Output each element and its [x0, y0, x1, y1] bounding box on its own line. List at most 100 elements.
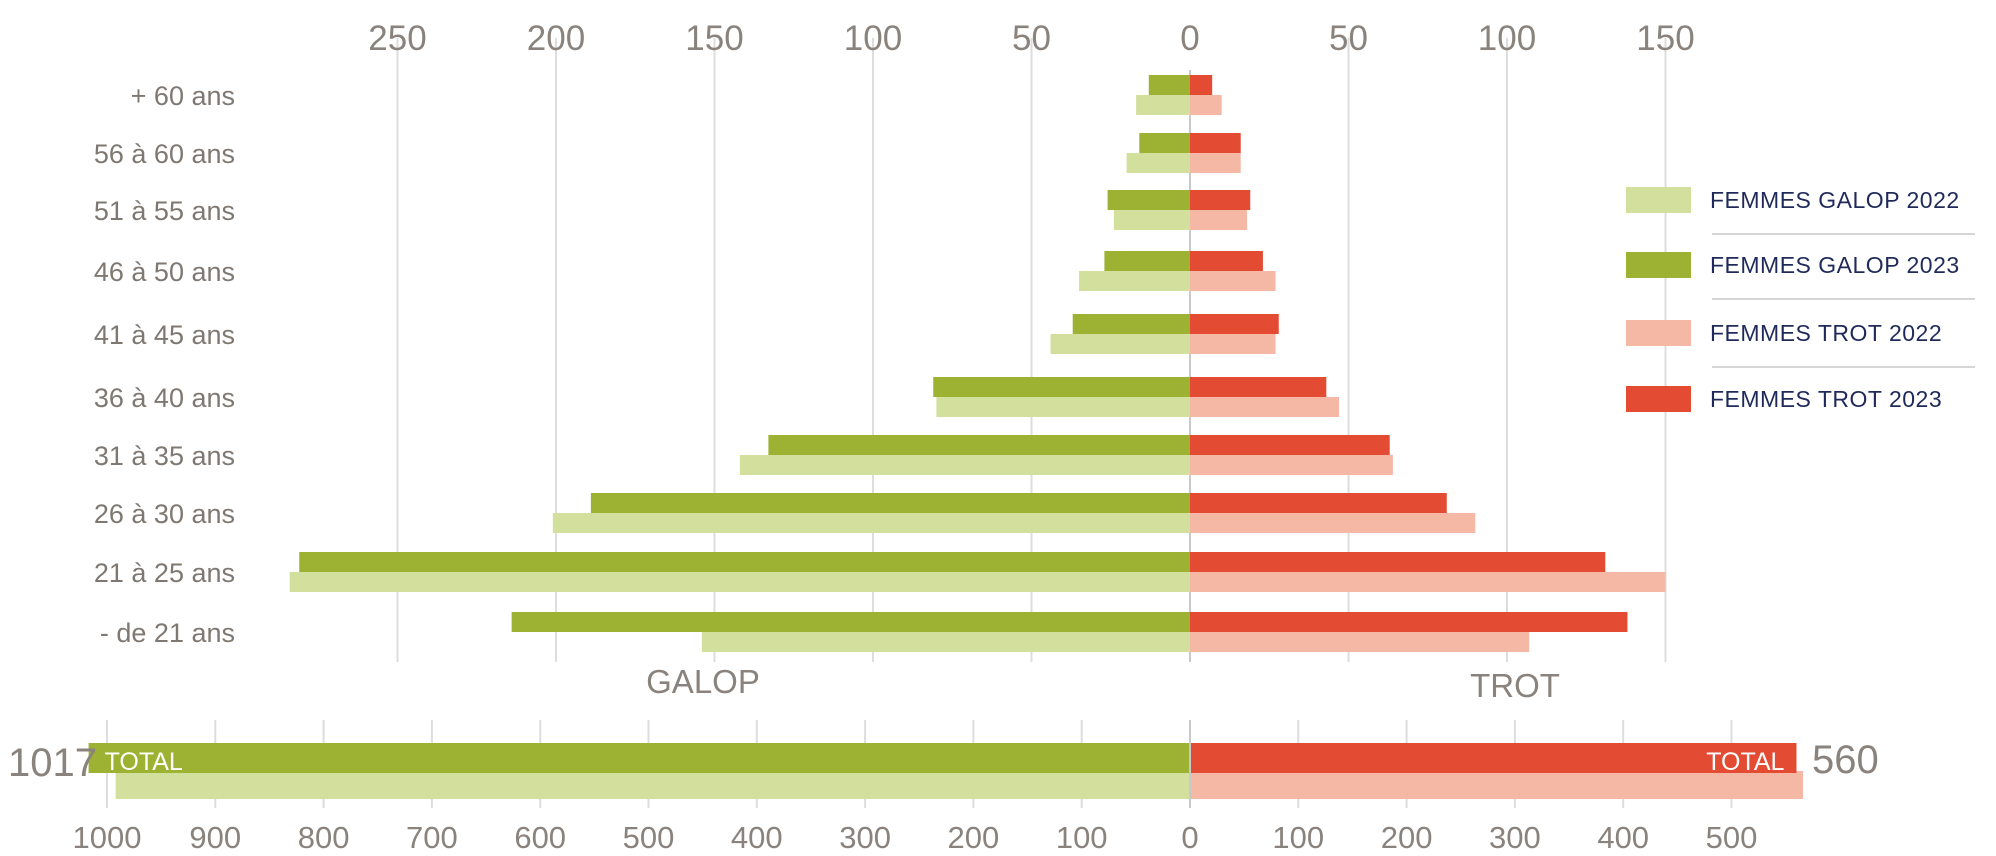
totals-axis-tick-label: 400 — [731, 820, 783, 855]
legend-swatch-femmes-galop-2023 — [1626, 252, 1691, 278]
bar-galop-2022-60-ans — [1136, 95, 1190, 115]
legend-swatch-femmes-trot-2022 — [1626, 320, 1691, 346]
top-axis-tick-label: 50 — [1012, 19, 1051, 58]
totals-axis-tick-label: 600 — [514, 820, 566, 855]
totals-axis-tick-label: 300 — [1489, 820, 1541, 855]
bar-galop-2022-de-21-ans — [701, 632, 1190, 652]
category-label-de-21-ans: - de 21 ans — [100, 618, 235, 648]
gridlines — [396, 38, 1667, 662]
top-axis-tick-label: 100 — [1478, 19, 1536, 58]
legend-label-femmes-trot-2022: FEMMES TROT 2022 — [1710, 320, 1942, 346]
category-label-31-35-ans: 31 à 35 ans — [94, 441, 235, 471]
bar-galop-2023-31-35-ans — [768, 435, 1190, 455]
category-label-46-50-ans: 46 à 50 ans — [94, 257, 235, 287]
bar-trot-2023-36-40-ans — [1190, 377, 1327, 397]
totals-bar-trot-2022 — [1190, 771, 1803, 799]
bar-trot-2022-21-25-ans — [1190, 572, 1666, 592]
top-axis-tick-label: 0 — [1180, 19, 1199, 58]
bar-galop-2023-26-30-ans — [590, 493, 1190, 513]
totals-axis-tick-label: 100 — [1272, 820, 1324, 855]
bar-trot-2022-41-45-ans — [1190, 334, 1276, 354]
bars — [289, 75, 1666, 652]
bar-trot-2023-de-21-ans — [1190, 612, 1628, 632]
bar-trot-2023-60-ans — [1190, 75, 1213, 95]
totals-axis-tick-label: 200 — [1381, 820, 1433, 855]
totals-axis-tick-label: 500 — [623, 820, 675, 855]
total-value-trot: 560 — [1812, 738, 1879, 782]
top-axis-tick-label: 150 — [685, 19, 743, 58]
bar-trot-2022-60-ans — [1190, 95, 1222, 115]
top-axis-tick-label: 50 — [1329, 19, 1368, 58]
totals-bar-galop-2022 — [115, 771, 1190, 799]
totals-axis-tick-label: 900 — [189, 820, 241, 855]
legend-label-femmes-trot-2023: FEMMES TROT 2023 — [1710, 386, 1942, 412]
bar-galop-2023-21-25-ans — [299, 552, 1191, 572]
bar-galop-2022-31-35-ans — [739, 455, 1190, 475]
total-value-galop: 1017 — [8, 741, 97, 785]
bar-galop-2023-56-60-ans — [1139, 133, 1190, 153]
totals-axis-tick-label: 800 — [298, 820, 350, 855]
category-label-60-ans: + 60 ans — [131, 81, 235, 111]
side-label-trot: TROT — [1470, 667, 1560, 704]
top-axis-tick-label: 100 — [844, 19, 902, 58]
bar-trot-2023-21-25-ans — [1190, 552, 1606, 572]
category-label-56-60-ans: 56 à 60 ans — [94, 139, 235, 169]
category-label-36-40-ans: 36 à 40 ans — [94, 383, 235, 413]
bar-galop-2022-56-60-ans — [1126, 153, 1190, 173]
legend-label-femmes-galop-2023: FEMMES GALOP 2023 — [1710, 252, 1960, 278]
category-label-26-30-ans: 26 à 30 ans — [94, 499, 235, 529]
bar-trot-2023-31-35-ans — [1190, 435, 1390, 455]
bar-galop-2022-41-45-ans — [1050, 334, 1190, 354]
totals-axis-tick-label: 1000 — [73, 820, 142, 855]
bar-trot-2023-41-45-ans — [1190, 314, 1279, 334]
bar-galop-2023-41-45-ans — [1072, 314, 1190, 334]
bar-trot-2022-36-40-ans — [1190, 397, 1339, 417]
legend: FEMMES GALOP 2022 FEMMES GALOP 2023 FEMMES… — [1626, 187, 1975, 412]
bar-galop-2022-36-40-ans — [936, 397, 1190, 417]
bar-trot-2023-56-60-ans — [1190, 133, 1241, 153]
bar-trot-2022-56-60-ans — [1190, 153, 1241, 173]
bar-trot-2023-51-55-ans — [1190, 190, 1251, 210]
totals-axis-tick-label: 400 — [1597, 820, 1649, 855]
bar-galop-2023-60-ans — [1148, 75, 1190, 95]
totals-axis-tick-label: 0 — [1181, 820, 1198, 855]
bar-galop-2022-51-55-ans — [1113, 210, 1190, 230]
category-labels: + 60 ans 56 à 60 ans 51 à 55 ans 46 à 50 an… — [94, 81, 235, 648]
axis-labels: 250 200 150 100 50 0 50 100 150 GALOP TROT — [368, 19, 1694, 704]
bar-trot-2022-de-21-ans — [1190, 632, 1530, 652]
bar-galop-2023-51-55-ans — [1107, 190, 1190, 210]
bar-galop-2023-46-50-ans — [1104, 251, 1190, 271]
bar-galop-2023-36-40-ans — [933, 377, 1190, 397]
totals-bar-galop-2023 — [88, 743, 1191, 773]
category-label-41-45-ans: 41 à 45 ans — [94, 320, 235, 350]
totals-axis-tick-label: 700 — [406, 820, 458, 855]
bar-galop-2022-46-50-ans — [1079, 271, 1190, 291]
category-label-51-55-ans: 51 à 55 ans — [94, 196, 235, 226]
top-axis-tick-label: 200 — [527, 19, 585, 58]
bar-trot-2022-31-35-ans — [1190, 455, 1393, 475]
side-label-galop: GALOP — [646, 663, 760, 700]
bar-galop-2022-26-30-ans — [552, 513, 1190, 533]
totals-axis-tick-label: 300 — [839, 820, 891, 855]
totals-axis-tick-label: 500 — [1706, 820, 1758, 855]
totals-bar-label-left: TOTAL — [105, 748, 183, 776]
legend-label-femmes-galop-2022: FEMMES GALOP 2022 — [1710, 187, 1960, 213]
category-label-21-25-ans: 21 à 25 ans — [94, 558, 235, 588]
totals-axis-tick-label: 200 — [948, 820, 1000, 855]
totals-bar-trot-2023 — [1190, 743, 1797, 773]
bar-galop-2023-de-21-ans — [511, 612, 1190, 632]
totals-axis-tick-label: 100 — [1056, 820, 1108, 855]
legend-swatch-femmes-trot-2023 — [1626, 386, 1691, 412]
bar-galop-2022-21-25-ans — [289, 572, 1191, 592]
bar-trot-2023-26-30-ans — [1190, 493, 1447, 513]
bar-trot-2022-26-30-ans — [1190, 513, 1476, 533]
bar-trot-2023-46-50-ans — [1190, 251, 1263, 271]
top-axis-tick-label: 250 — [368, 19, 426, 58]
bar-trot-2022-46-50-ans — [1190, 271, 1276, 291]
totals-chart: 1000 900 800 700 600 500 400 300 200 100 0 100 200 30… — [8, 720, 1879, 855]
totals-bar-label-right: TOTAL — [1706, 748, 1784, 776]
bar-trot-2022-51-55-ans — [1190, 210, 1248, 230]
legend-swatch-femmes-galop-2022 — [1626, 187, 1691, 213]
